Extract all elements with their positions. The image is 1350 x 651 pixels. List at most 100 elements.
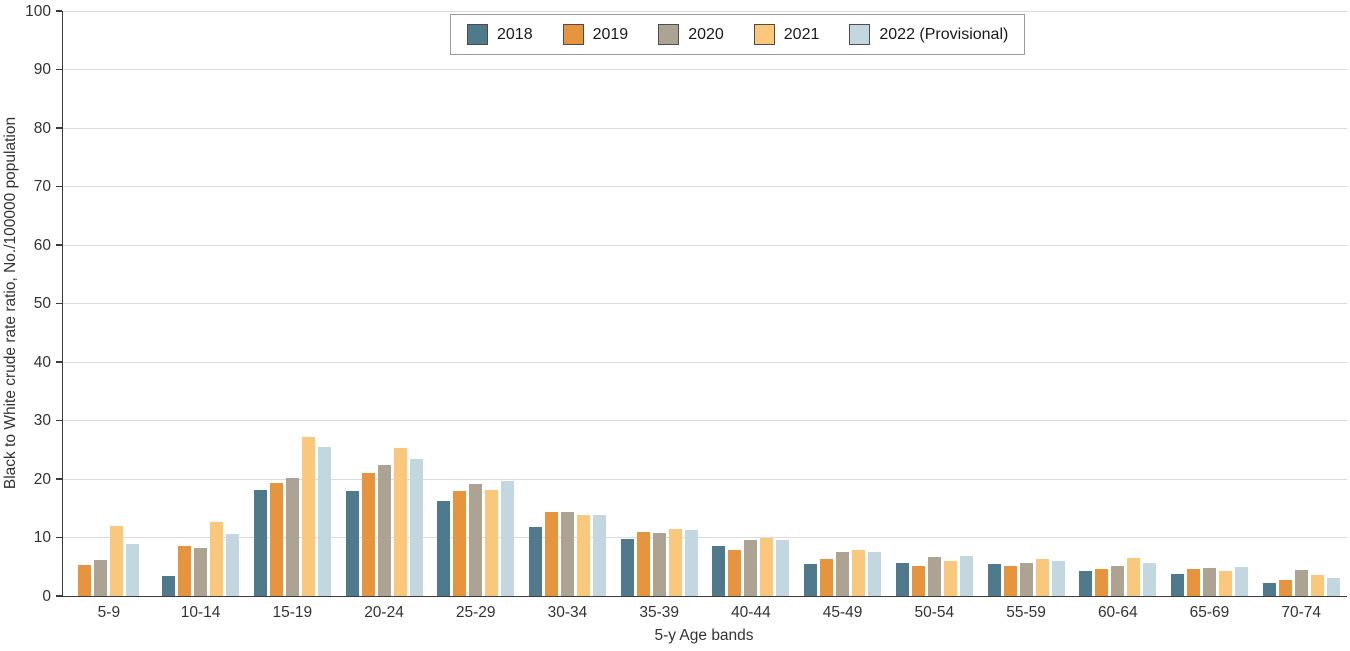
bar-2021-35-39 [668,529,682,596]
gridline-50 [63,303,1347,304]
x-tick-label: 65-69 [1189,604,1230,621]
bar-group-65-69: 65-69 [1164,11,1256,621]
y-tick-label: 60 [33,236,51,254]
bar-2020-40-44 [744,540,758,596]
bar-2020-5-9 [94,559,108,596]
y-tick-label: 90 [33,60,51,78]
gridline-30 [63,420,1347,421]
bar-group-10-14: 10-14 [155,11,247,621]
legend-item-2022: 2022 (Provisional) [849,24,1008,45]
bar-group-35-39: 35-39 [613,11,705,621]
y-tick-mark-100 [55,10,62,12]
bar-2020-15-19 [285,477,299,596]
bar-2018-45-49 [804,563,818,596]
legend-item-2019: 2019 [562,24,629,45]
bar-2020-70-74 [1294,570,1308,596]
bar-2021-30-34 [576,515,590,596]
bar-2021-40-44 [760,537,774,596]
bar-2020-50-54 [927,556,941,596]
bar-2022-60-64 [1143,562,1157,596]
legend-swatch-2019 [562,24,584,45]
legend-label: 2021 [783,25,820,43]
legend-label: 2019 [592,25,629,43]
bar-2020-60-64 [1111,565,1125,596]
bar-2018-60-64 [1079,570,1093,596]
bar-group-70-74: 70-74 [1255,11,1347,621]
legend-swatch-2018 [467,24,488,45]
legend-item-2020: 2020 [658,24,724,45]
y-tick-label: 10 [33,528,51,546]
x-tick-label: 25-29 [455,604,496,621]
bar-2019-65-69 [1186,568,1200,596]
bar-group-50-54: 50-54 [888,11,980,621]
bar-2022-25-29 [501,480,515,596]
bar-2020-45-49 [836,552,850,596]
bar-2018-25-29 [437,500,451,596]
y-tick-label: 80 [33,119,51,137]
bar-2020-65-69 [1202,567,1216,596]
bar-group-55-59: 55-59 [980,11,1072,621]
bar-groups: 5-9 10-14 15-19 20-24 25-29 30-34 35-39 40-44 45… [63,11,1347,621]
y-tick-mark-10 [55,536,62,539]
gridline-60 [63,244,1347,246]
bar-2022-70-74 [1326,577,1340,596]
y-tick-label: 30 [33,411,51,429]
legend-swatch-2020 [658,24,680,45]
bar-2019-25-29 [453,491,467,596]
bar-2019-20-24 [361,472,375,596]
x-tick-label: 45-49 [822,604,863,621]
gridline-70 [63,186,1347,187]
bar-2021-25-29 [485,489,499,596]
bar-2022-10-14 [226,534,240,596]
bar-group-60-64: 60-64 [1072,11,1164,621]
bar-group-20-24: 20-24 [338,11,430,621]
plot-area: 0 10 20 30 40 50 60 70 80 90 100 5-9 10-14 15-19 20-24… [25,3,1347,621]
bar-group-25-29: 25-29 [430,11,522,621]
bar-2022-45-49 [868,552,882,596]
bar-2019-45-49 [820,559,834,596]
y-tick-mark-0 [55,595,62,597]
y-tick-label: 0 [42,587,51,605]
x-tick-label: 55-59 [1006,604,1046,621]
bar-group-15-19: 15-19 [246,11,338,621]
bar-2019-15-19 [269,482,283,596]
bar-2022-15-19 [317,447,331,596]
bar-2018-30-34 [528,526,542,596]
y-tick-mark-50 [55,302,62,305]
bar-2021-20-24 [393,448,407,596]
y-tick-label: 50 [33,294,51,312]
bar-2022-5-9 [126,543,140,596]
gridline-80 [63,127,1347,129]
bar-2022-30-34 [592,514,606,596]
x-tick-label: 30-34 [547,604,588,621]
legend-swatch-2022 [849,24,871,45]
bar-2019-5-9 [78,565,92,596]
y-tick-label: 100 [25,2,51,20]
bar-2022-50-54 [959,555,973,596]
y-tick-mark-90 [55,68,62,71]
bar-2021-5-9 [110,525,124,596]
y-tick-mark-70 [55,185,62,188]
bar-2019-10-14 [178,546,192,596]
bar-2020-25-29 [469,484,483,596]
bar-2019-55-59 [1003,566,1017,596]
bar-2021-15-19 [301,437,315,596]
legend-swatch-2021 [753,24,775,45]
bar-2019-50-54 [911,566,925,596]
y-tick-mark-40 [55,361,62,363]
bar-2021-45-49 [852,550,866,596]
bar-2018-35-39 [620,538,634,596]
bar-2022-40-44 [776,539,790,596]
bar-group-30-34: 30-34 [522,11,614,621]
gridline-10 [63,537,1347,538]
x-tick-label: 5-9 [97,604,121,621]
bar-2018-65-69 [1170,573,1184,596]
bar-2019-70-74 [1278,580,1292,596]
x-tick-label: 60-64 [1097,604,1138,621]
bar-2018-70-74 [1262,583,1276,596]
legend-label: 2022 (Provisional) [879,25,1009,43]
x-tick-label: 15-19 [272,604,313,621]
gridline-40 [63,361,1347,363]
y-tick-label: 70 [33,177,51,195]
legend-label: 2020 [688,25,724,43]
